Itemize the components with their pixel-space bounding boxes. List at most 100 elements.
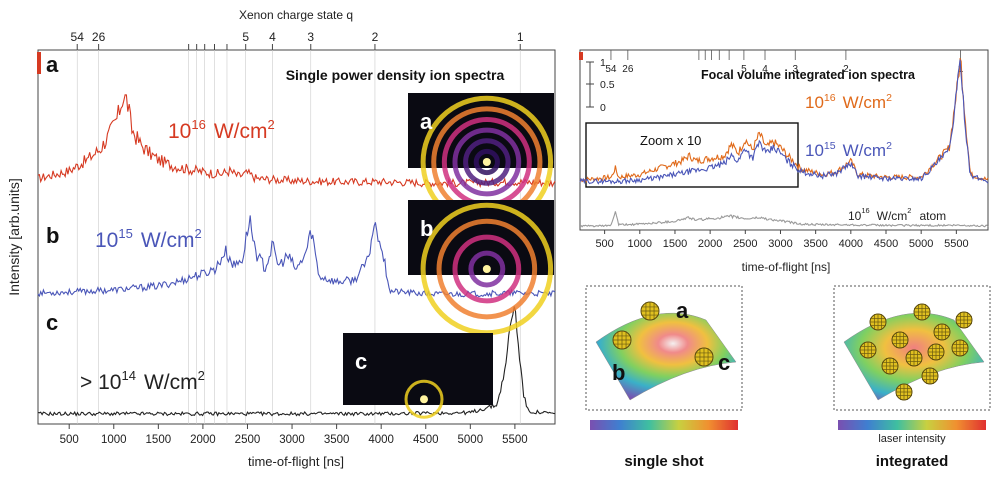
cluster-icon [933, 323, 951, 341]
x-tick-label: 4500 [874, 238, 898, 250]
cluster-icon [955, 311, 973, 329]
x-tick-label: 2000 [698, 238, 722, 250]
cluster-icon [921, 367, 939, 385]
intensity-exponent: 15 [118, 226, 132, 241]
schematic-frame [585, 285, 743, 411]
zoom-label: Zoom x 10 [640, 133, 701, 148]
intensity-exponent: 15 [824, 140, 836, 152]
x-tick-label: 3500 [324, 434, 350, 446]
schematic-label-a: a [676, 298, 689, 323]
detector-inset-c: c [343, 333, 493, 419]
top-tick-label: 2 [843, 64, 849, 75]
cluster-icon [640, 301, 660, 321]
cluster-icon [881, 357, 899, 375]
x-tick-label: 1500 [146, 434, 172, 446]
x-tick-label: 500 [60, 434, 79, 446]
x-tick-label: 2500 [733, 238, 757, 250]
schematic-label-b: b [612, 360, 625, 385]
top-tick-label: 5 [242, 30, 249, 44]
left-plot-frame [37, 49, 556, 425]
integrated-intensity-label-0: 1016 W/cm2 [805, 92, 892, 112]
schematics: a b c single shot laser intensity integrated [585, 285, 991, 470]
inset-ring [463, 138, 511, 186]
intensity-unit: W/cm [877, 209, 908, 223]
intensity-base: 10 [848, 209, 862, 223]
spectrum-line-c [37, 306, 556, 417]
right-edge-marker [579, 52, 583, 60]
intensity-unit: W/cm [144, 371, 198, 394]
top-tick-label: 54 [71, 30, 85, 44]
inset-ring [420, 202, 554, 336]
panel-letter-b: b [46, 223, 59, 248]
intensity-base: 10 [168, 120, 191, 143]
inset-ring [436, 218, 538, 320]
schematic-caption: single shot [624, 453, 703, 470]
intensity-surface [595, 312, 737, 401]
x-tick-label: 4500 [413, 434, 439, 446]
cluster-icon [612, 330, 632, 350]
top-tick-label: 26 [622, 64, 634, 75]
x-tick-label: 3500 [803, 238, 827, 250]
x-tick-label: 2000 [190, 434, 216, 446]
scale-bar-label: 0.5 [600, 79, 615, 91]
inset-letter: c [355, 349, 367, 374]
intensity-label-c: > 1014 W/cm2 [80, 368, 205, 394]
right-chart: 54 26 5 4 3 2 1500 1000 1500 2000 2500 3000 3500 4000… [579, 49, 989, 274]
inset-center [482, 158, 491, 166]
inset-center [482, 265, 491, 273]
schematic-label-c: c [718, 350, 730, 375]
inset-ring [452, 127, 522, 197]
inset-letter: b [420, 216, 433, 241]
x-axis-label: time-of-flight [ns] [248, 454, 344, 469]
intensity-base: 10 [95, 229, 118, 252]
intensity-exponent: 16 [861, 206, 869, 215]
x-tick-label: 5500 [502, 434, 528, 446]
intensity-unit: W/cm [214, 120, 268, 143]
intensity-unit-exponent: 2 [886, 92, 892, 104]
intensity-exponent: 14 [121, 368, 135, 383]
cluster-icon [951, 339, 969, 357]
intensity-exponent: 16 [824, 92, 836, 104]
panel-letter-c: c [46, 310, 58, 335]
panel-letter-a: a [46, 52, 59, 77]
left-edge-marker [37, 52, 41, 74]
spectrum-line-a [37, 94, 556, 189]
integrated-intensity-label-2: 1016 W/cm2 atom [848, 206, 946, 223]
top-tick-label: 26 [92, 30, 106, 44]
x-tick-label: 3000 [768, 238, 792, 250]
cluster-icon [859, 341, 877, 359]
intensity-unit: W/cm [141, 229, 195, 252]
intensity-base: 10 [805, 93, 824, 112]
intensity-unit-exponent: 2 [198, 368, 205, 383]
inset-ring [452, 234, 522, 304]
scale-bar: 10.50 [586, 57, 615, 114]
top-tick-label: 3 [307, 30, 314, 44]
schematic-caption: integrated [876, 453, 949, 470]
integrated-spectrum-line-2 [579, 211, 989, 228]
intensity-base: > 10 [80, 371, 121, 394]
top-tick-label: 3 [792, 64, 798, 75]
zoom-box [585, 122, 799, 188]
integrated-intensity-label-1: 1015 W/cm2 [805, 140, 892, 160]
intensity-unit-exponent: 2 [194, 226, 201, 241]
cluster-icon [895, 383, 913, 401]
right-plot-frame [579, 49, 989, 231]
left-chart: Xenon charge state q54 26 5 4 3 2 1500 1000 1500… [6, 8, 556, 469]
colorbar-label: laser intensity [878, 433, 946, 445]
top-tick-label: 4 [762, 64, 768, 75]
colorbar [590, 420, 738, 430]
right-chart-title: Focal volume integrated ion spectra [701, 68, 916, 82]
x-tick-label: 3000 [279, 434, 305, 446]
left-chart-title: Single power density ion spectra [286, 67, 505, 83]
y-axis-label: Intensity [arb.units] [6, 178, 22, 296]
cluster-icon [694, 347, 714, 367]
schematic-integrated: laser intensity integrated [833, 285, 991, 470]
intensity-unit: W/cm [843, 93, 886, 112]
colorbar [838, 420, 986, 430]
intensity-label-b: 1015 W/cm2 [95, 226, 202, 252]
x-tick-label: 5500 [944, 238, 968, 250]
x-axis-label: time-of-flight [ns] [742, 260, 831, 274]
x-tick-label: 500 [595, 238, 613, 250]
intensity-unit-exponent: 2 [886, 140, 892, 152]
